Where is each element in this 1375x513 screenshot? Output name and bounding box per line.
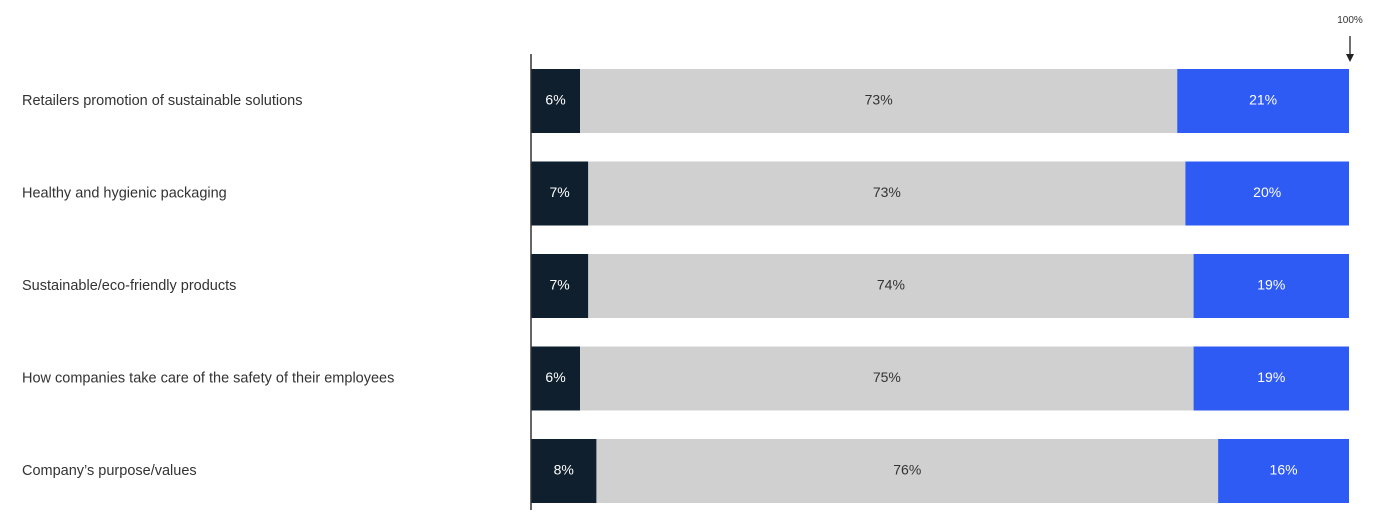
bar-value-label: 75% bbox=[873, 369, 901, 385]
bar-segment bbox=[580, 346, 1194, 411]
bar-segment bbox=[531, 254, 589, 318]
bar-segment bbox=[596, 439, 1219, 503]
category-label: Company’s purpose/values bbox=[22, 463, 197, 479]
bar-segment bbox=[1193, 254, 1349, 318]
bar-value-label: 20% bbox=[1253, 184, 1281, 200]
bar-segment bbox=[1218, 439, 1349, 503]
reference-marker: 100% bbox=[1337, 15, 1363, 62]
bar-value-label: 73% bbox=[865, 92, 893, 108]
bar-segment bbox=[1185, 161, 1349, 226]
bar-value-label: 19% bbox=[1257, 277, 1285, 293]
bar-value-label: 6% bbox=[545, 369, 565, 385]
bar-value-label: 19% bbox=[1257, 369, 1285, 385]
reference-100-label: 100% bbox=[1337, 15, 1363, 26]
bar-segment bbox=[580, 69, 1178, 133]
bar-value-label: 6% bbox=[545, 92, 565, 108]
bar-value-label: 8% bbox=[554, 462, 574, 478]
bar-segment bbox=[1177, 69, 1349, 133]
bar-segment bbox=[531, 69, 581, 133]
bar-value-label: 73% bbox=[873, 184, 901, 200]
category-label: Healthy and hygienic packaging bbox=[22, 185, 227, 201]
category-labels: Retailers promotion of sustainable solut… bbox=[22, 93, 394, 479]
bars-group: 6% 73% 21% 7% 73% 20% 7% 74% 19% 6% 75% 19% 8% 76% 16% bbox=[531, 69, 1349, 503]
bar-segment bbox=[1193, 346, 1349, 411]
bar-segment bbox=[531, 439, 597, 503]
bar-segment bbox=[531, 346, 581, 411]
bar-value-label: 7% bbox=[550, 184, 570, 200]
bar-value-label: 76% bbox=[893, 462, 921, 478]
bar-segment bbox=[588, 254, 1194, 318]
bar-value-label: 16% bbox=[1270, 462, 1298, 478]
down-arrow-icon bbox=[1346, 54, 1354, 62]
category-label: Retailers promotion of sustainable solut… bbox=[22, 93, 302, 109]
bar-segment bbox=[531, 161, 589, 226]
category-label: Sustainable/eco-friendly products bbox=[22, 278, 236, 294]
bar-value-label: 7% bbox=[550, 277, 570, 293]
bar-segment bbox=[588, 161, 1186, 226]
bar-value-label: 21% bbox=[1249, 92, 1277, 108]
bar-value-label: 74% bbox=[877, 277, 905, 293]
category-label: How companies take care of the safety of… bbox=[22, 370, 394, 386]
